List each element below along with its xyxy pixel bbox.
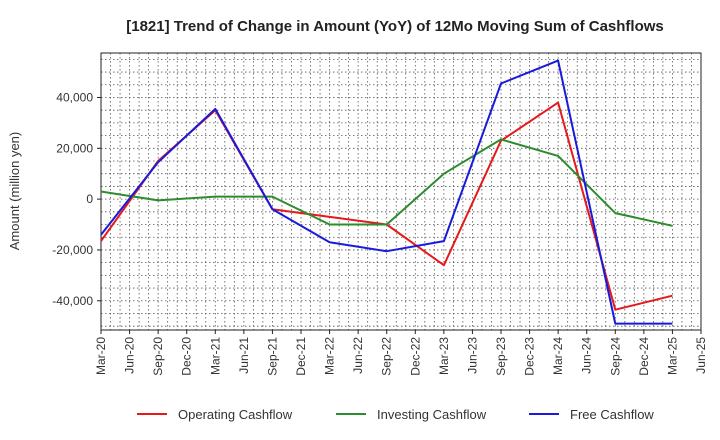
chart-title: [1821] Trend of Change in Amount (YoY) o… <box>126 18 664 35</box>
x-tick-label: Jun-25 <box>694 337 708 374</box>
legend-label: Operating Cashflow <box>178 407 293 422</box>
y-axis-label: Amount (million yen) <box>7 132 22 251</box>
x-tick-label: Sep-21 <box>265 337 279 376</box>
y-axis: -40,000 -20,000 0 20,000 40,000 <box>52 90 101 308</box>
x-tick-label: Jun-20 <box>123 337 137 374</box>
x-axis: Mar-20 Jun-20 Sep-20 Dec-20 Mar-21 Jun-21 Sep-… <box>94 330 708 376</box>
y-tick-label: -20,000 <box>52 243 93 257</box>
x-tick-label: Dec-22 <box>408 337 422 376</box>
x-tick-label: Sep-24 <box>608 337 622 376</box>
grid <box>100 53 702 330</box>
series-line-investing-cashflow <box>100 138 673 227</box>
x-tick-label: Mar-23 <box>437 337 451 375</box>
series-line-free-cashflow <box>100 59 673 325</box>
y-tick-label: 40,000 <box>56 90 93 104</box>
x-tick-label: Mar-22 <box>323 337 337 375</box>
x-tick-label: Mar-21 <box>208 337 222 375</box>
x-tick-label: Sep-20 <box>151 337 165 376</box>
x-tick-label: Sep-23 <box>494 337 508 376</box>
y-tick-label: -40,000 <box>52 294 93 308</box>
x-tick-label: Jun-22 <box>351 337 365 374</box>
x-tick-label: Mar-20 <box>94 337 108 375</box>
x-tick-label: Jun-23 <box>465 337 479 374</box>
y-tick-label: 0 <box>86 192 93 206</box>
x-tick-label: Sep-22 <box>380 337 394 376</box>
legend-label: Free Cashflow <box>570 407 654 422</box>
legend-label: Investing Cashflow <box>377 407 487 422</box>
legend: Operating Cashflow Investing Cashflow Free… <box>137 407 654 422</box>
x-tick-label: Dec-24 <box>637 337 651 376</box>
x-tick-label: Jun-21 <box>237 337 251 374</box>
x-tick-label: Mar-25 <box>665 337 679 375</box>
series <box>100 59 673 325</box>
x-tick-label: Jun-24 <box>580 337 594 374</box>
x-tick-label: Dec-21 <box>294 337 308 376</box>
x-tick-label: Dec-20 <box>180 337 194 376</box>
x-tick-label: Mar-24 <box>551 337 565 375</box>
y-tick-label: 20,000 <box>56 141 93 155</box>
x-tick-label: Dec-23 <box>523 337 537 376</box>
